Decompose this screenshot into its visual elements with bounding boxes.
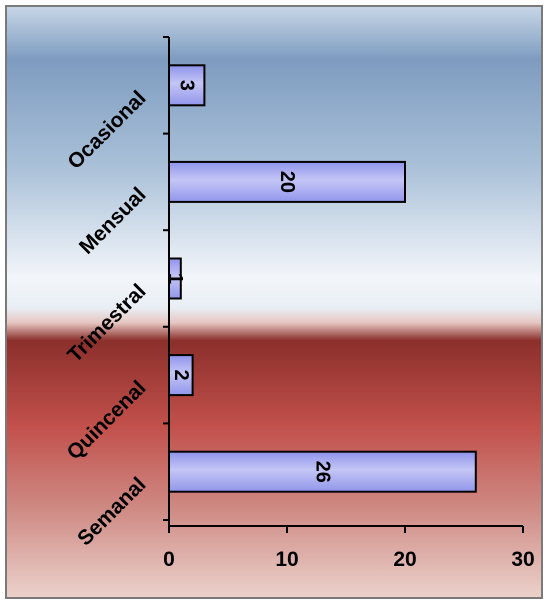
data-label-ocasional: 3 <box>176 80 198 91</box>
data-label-quincenal: 2 <box>170 370 192 381</box>
x-tick-label: 20 <box>393 548 416 571</box>
x-tick-label: 10 <box>275 548 298 571</box>
axes-group <box>163 36 524 533</box>
data-label-semanal: 26 <box>311 461 333 483</box>
data-label-trimestral: 1 <box>164 273 186 284</box>
x-tick-label: 30 <box>511 548 534 571</box>
data-label-mensual: 20 <box>276 171 298 193</box>
bar-mensual <box>168 160 406 203</box>
bars-group <box>168 64 477 493</box>
x-tick-label: 0 <box>163 548 175 571</box>
chart-background <box>5 5 543 599</box>
